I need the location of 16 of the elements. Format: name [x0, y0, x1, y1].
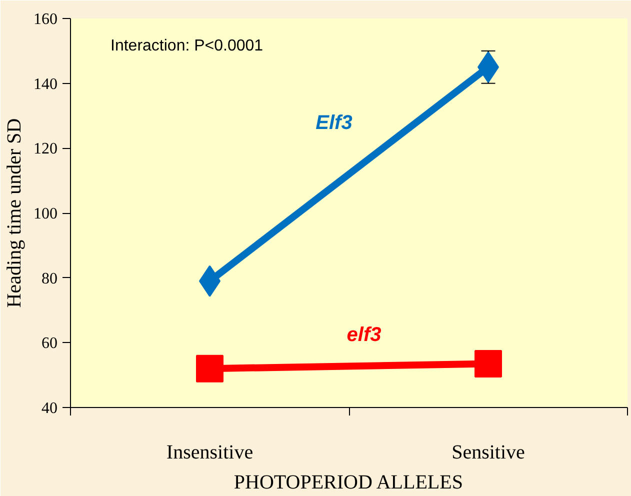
point [196, 354, 224, 382]
x-tick-label: Insensitive [166, 442, 254, 464]
series-label: Elf3 [316, 112, 352, 134]
y-tick-label: 120 [34, 140, 58, 158]
x-tick-label: Sensitive [452, 442, 526, 464]
y-tick-label: 100 [34, 206, 58, 222]
annotation: Interaction: P<0.0001 [110, 38, 264, 54]
y-tick-label: 80 [42, 270, 58, 288]
y-tick-label: 140 [34, 76, 58, 93]
y-axis-title: Heading time under SD [4, 118, 26, 308]
y-tick-label: 160 [34, 11, 58, 28]
y-tick-label: 40 [42, 400, 58, 417]
series-label: elf3 [346, 324, 382, 346]
x-axis-title: PHOTOPERIOD ALLELES [234, 472, 463, 494]
y-tick-label: 60 [42, 335, 58, 352]
point [474, 350, 502, 378]
